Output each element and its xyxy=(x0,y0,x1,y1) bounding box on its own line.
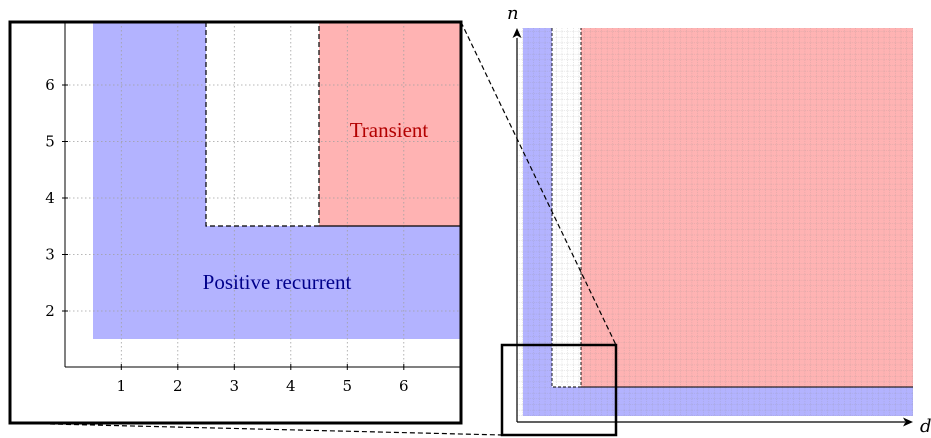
zoom-x-tick-label-5: 5 xyxy=(343,377,353,395)
overview-y-axis-label: n xyxy=(507,3,519,24)
overview-panel: d n xyxy=(500,3,931,437)
zoom-strip-boundary xyxy=(205,22,320,227)
zoom-x-tick-label-3: 3 xyxy=(230,377,240,395)
zoom-panel-frame xyxy=(8,20,463,425)
zoom-connector-top xyxy=(460,21,617,346)
overview-strip-boundary xyxy=(551,28,582,388)
zoom-transient-region xyxy=(319,22,461,226)
zoom-window-frame xyxy=(500,343,618,437)
overview-grid xyxy=(517,28,913,416)
zoom-connector-bottom xyxy=(9,422,503,436)
zoom-x-tick-label-4: 4 xyxy=(286,377,296,395)
zoom-y-tick-label-2: 2 xyxy=(45,302,55,320)
overview-x-axis-label: d xyxy=(920,416,931,437)
zoom-panel: 1 2 3 4 5 6 2 3 4 5 6 Transient Positive… xyxy=(8,20,463,425)
transient-label: Transient xyxy=(350,118,429,142)
zoom-x-ticks xyxy=(120,364,405,370)
zoom-positive-recurrent-region xyxy=(93,22,461,339)
zoom-x-tick-label-6: 6 xyxy=(399,377,409,395)
zoom-connectors xyxy=(9,21,617,436)
zoom-y-ticks xyxy=(62,84,68,312)
zoom-y-tick-label-6: 6 xyxy=(45,76,55,94)
overview-x-axis-arrow xyxy=(903,417,913,427)
zoom-x-tick-label-1: 1 xyxy=(117,377,127,395)
positive-recurrent-label: Positive recurrent xyxy=(203,270,352,294)
zoom-grid xyxy=(65,22,461,367)
zoom-y-tick-label-4: 4 xyxy=(45,189,55,207)
zoom-y-tick-label-3: 3 xyxy=(45,246,55,264)
overview-y-axis-arrow xyxy=(512,28,522,38)
zoom-y-tick-label-5: 5 xyxy=(45,133,55,151)
zoom-x-tick-label-2: 2 xyxy=(173,377,183,395)
